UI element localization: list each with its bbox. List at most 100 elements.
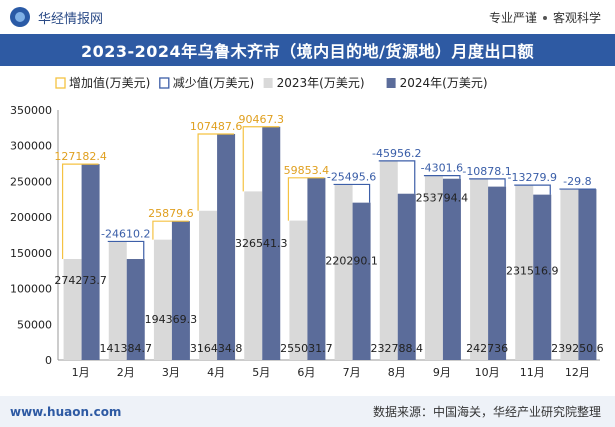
x-tick-label: 12月 [565, 366, 590, 379]
bar-2024 [262, 126, 281, 360]
data-source: 数据来源：中国海关，华经产业研究院整理 [372, 405, 601, 419]
bar-2024 [81, 164, 100, 360]
change-label: 25879.6 [148, 207, 194, 220]
x-tick-label: 4月 [207, 366, 225, 379]
slogan-tag-1: 专业严谨 [488, 10, 537, 25]
bar-2023 [244, 191, 263, 360]
bullet-icon [542, 16, 547, 20]
change-bracket-increase [61, 163, 99, 260]
bar-chart: 0 50000 100000 150000 200000 250000 300000 3500… [10, 75, 604, 379]
bar-2024 [533, 194, 552, 360]
x-tick-label: 9月 [433, 366, 451, 379]
legend-label: 增加值(万美元) [69, 75, 150, 90]
change-label: -13279.9 [508, 171, 557, 184]
change-bracket-increase [197, 133, 235, 211]
x-tick-label: 3月 [162, 366, 180, 379]
bar-2024 [217, 133, 236, 360]
bar-2024 [397, 193, 416, 360]
bar-2023 [424, 175, 443, 360]
y-tick-label: 200000 [10, 211, 52, 224]
bar-2024 [307, 177, 326, 360]
y-tick-label: 100000 [10, 283, 52, 296]
x-tick-label: 5月 [252, 366, 270, 379]
bar-value-label: 220290.1 [325, 255, 378, 268]
change-label: -24610.2 [101, 227, 150, 240]
change-label: -25495.6 [327, 170, 376, 183]
bar-2024 [171, 221, 190, 360]
change-label: -29.8 [563, 175, 591, 188]
chart-title: 2023-2024年乌鲁木齐市（境内目的地/货源地）月度出口额 [0, 34, 615, 66]
change-bracket-increase [242, 126, 280, 192]
bar-value-label: 274273.7 [54, 274, 107, 287]
bar-value-label: 316434.8 [190, 342, 243, 355]
x-tick-label: 11月 [520, 366, 545, 379]
legend-label: 减少值(万美元) [173, 75, 254, 90]
change-bracket-decrease [107, 240, 145, 260]
change-label: 90467.3 [239, 113, 285, 126]
bar-2024 [126, 259, 145, 360]
x-tick-label: 1月 [72, 366, 90, 379]
x-tick-label: 8月 [388, 366, 406, 379]
top-bar: 华经情报网 专业严谨 客观科学 [0, 0, 615, 34]
change-label: 127182.4 [54, 150, 107, 163]
slogan-tag-2: 客观科学 [552, 10, 601, 25]
bar-2023 [334, 184, 353, 360]
legend-swatch-increase [55, 77, 66, 89]
y-tick-label: 150000 [10, 247, 52, 260]
bar-2023 [560, 189, 579, 360]
y-tick-label: 300000 [10, 140, 52, 153]
logo-icon [10, 7, 30, 27]
bar-value-label: 231516.9 [506, 265, 559, 278]
bar-2024 [578, 189, 597, 360]
bar-2023 [470, 178, 489, 360]
change-label: 59853.4 [284, 164, 330, 177]
bar-2023 [153, 239, 172, 360]
bar-2023 [199, 210, 218, 360]
change-bracket-decrease [469, 178, 506, 187]
bar-value-label: 326541.3 [235, 237, 288, 250]
change-bracket-increase [152, 220, 189, 240]
bar-2023 [515, 185, 534, 360]
bar-value-label: 253794.4 [416, 192, 469, 205]
change-bracket-increase [287, 177, 325, 221]
bar-2023 [289, 220, 308, 360]
bar-2023 [63, 259, 82, 360]
change-bracket-decrease [514, 184, 551, 195]
legend-label: 2023年(万美元) [277, 76, 365, 90]
y-tick-label: 350000 [10, 104, 52, 117]
bar-value-label: 255031.7 [280, 342, 333, 355]
bar-2024 [488, 186, 507, 360]
bar-value-label: 239250.6 [551, 342, 604, 355]
brand[interactable]: 华经情报网 [10, 7, 103, 27]
slogan: 专业严谨 客观科学 [489, 9, 601, 26]
bar-value-label: 194369.3 [145, 313, 198, 326]
x-tick-label: 7月 [343, 366, 361, 379]
brand-name: 华经情报网 [38, 11, 104, 27]
bar-value-label: 242736 [466, 342, 508, 355]
x-tick-label: 10月 [475, 366, 500, 379]
y-tick-label: 0 [45, 354, 52, 367]
bar-value-label: 232788.4 [371, 342, 424, 355]
change-label: -10878.1 [462, 165, 511, 178]
change-bracket-decrease [333, 183, 371, 203]
legend-swatch-s1 [386, 78, 396, 88]
y-tick-label: 50000 [17, 318, 52, 331]
bar-2024 [442, 178, 461, 360]
bar-value-label: 141384.7 [100, 342, 153, 355]
change-bracket-decrease [423, 175, 461, 179]
legend-swatch-decrease [159, 77, 170, 89]
legend-swatch-s0 [263, 78, 273, 88]
change-label: -4301.6 [421, 162, 463, 175]
x-tick-label: 2月 [117, 366, 135, 379]
change-label: -45956.2 [372, 147, 421, 160]
bar-2023 [379, 160, 398, 360]
legend-label: 2024年(万美元) [400, 76, 488, 90]
y-tick-label: 250000 [10, 175, 52, 188]
footer: www.huaon.com 数据来源：中国海关，华经产业研究院整理 [0, 396, 615, 427]
website-link[interactable]: www.huaon.com [10, 404, 122, 419]
bar-2024 [352, 202, 371, 360]
bar-2023 [108, 241, 127, 360]
x-tick-label: 6月 [297, 366, 315, 379]
change-label: 107487.6 [190, 120, 243, 133]
